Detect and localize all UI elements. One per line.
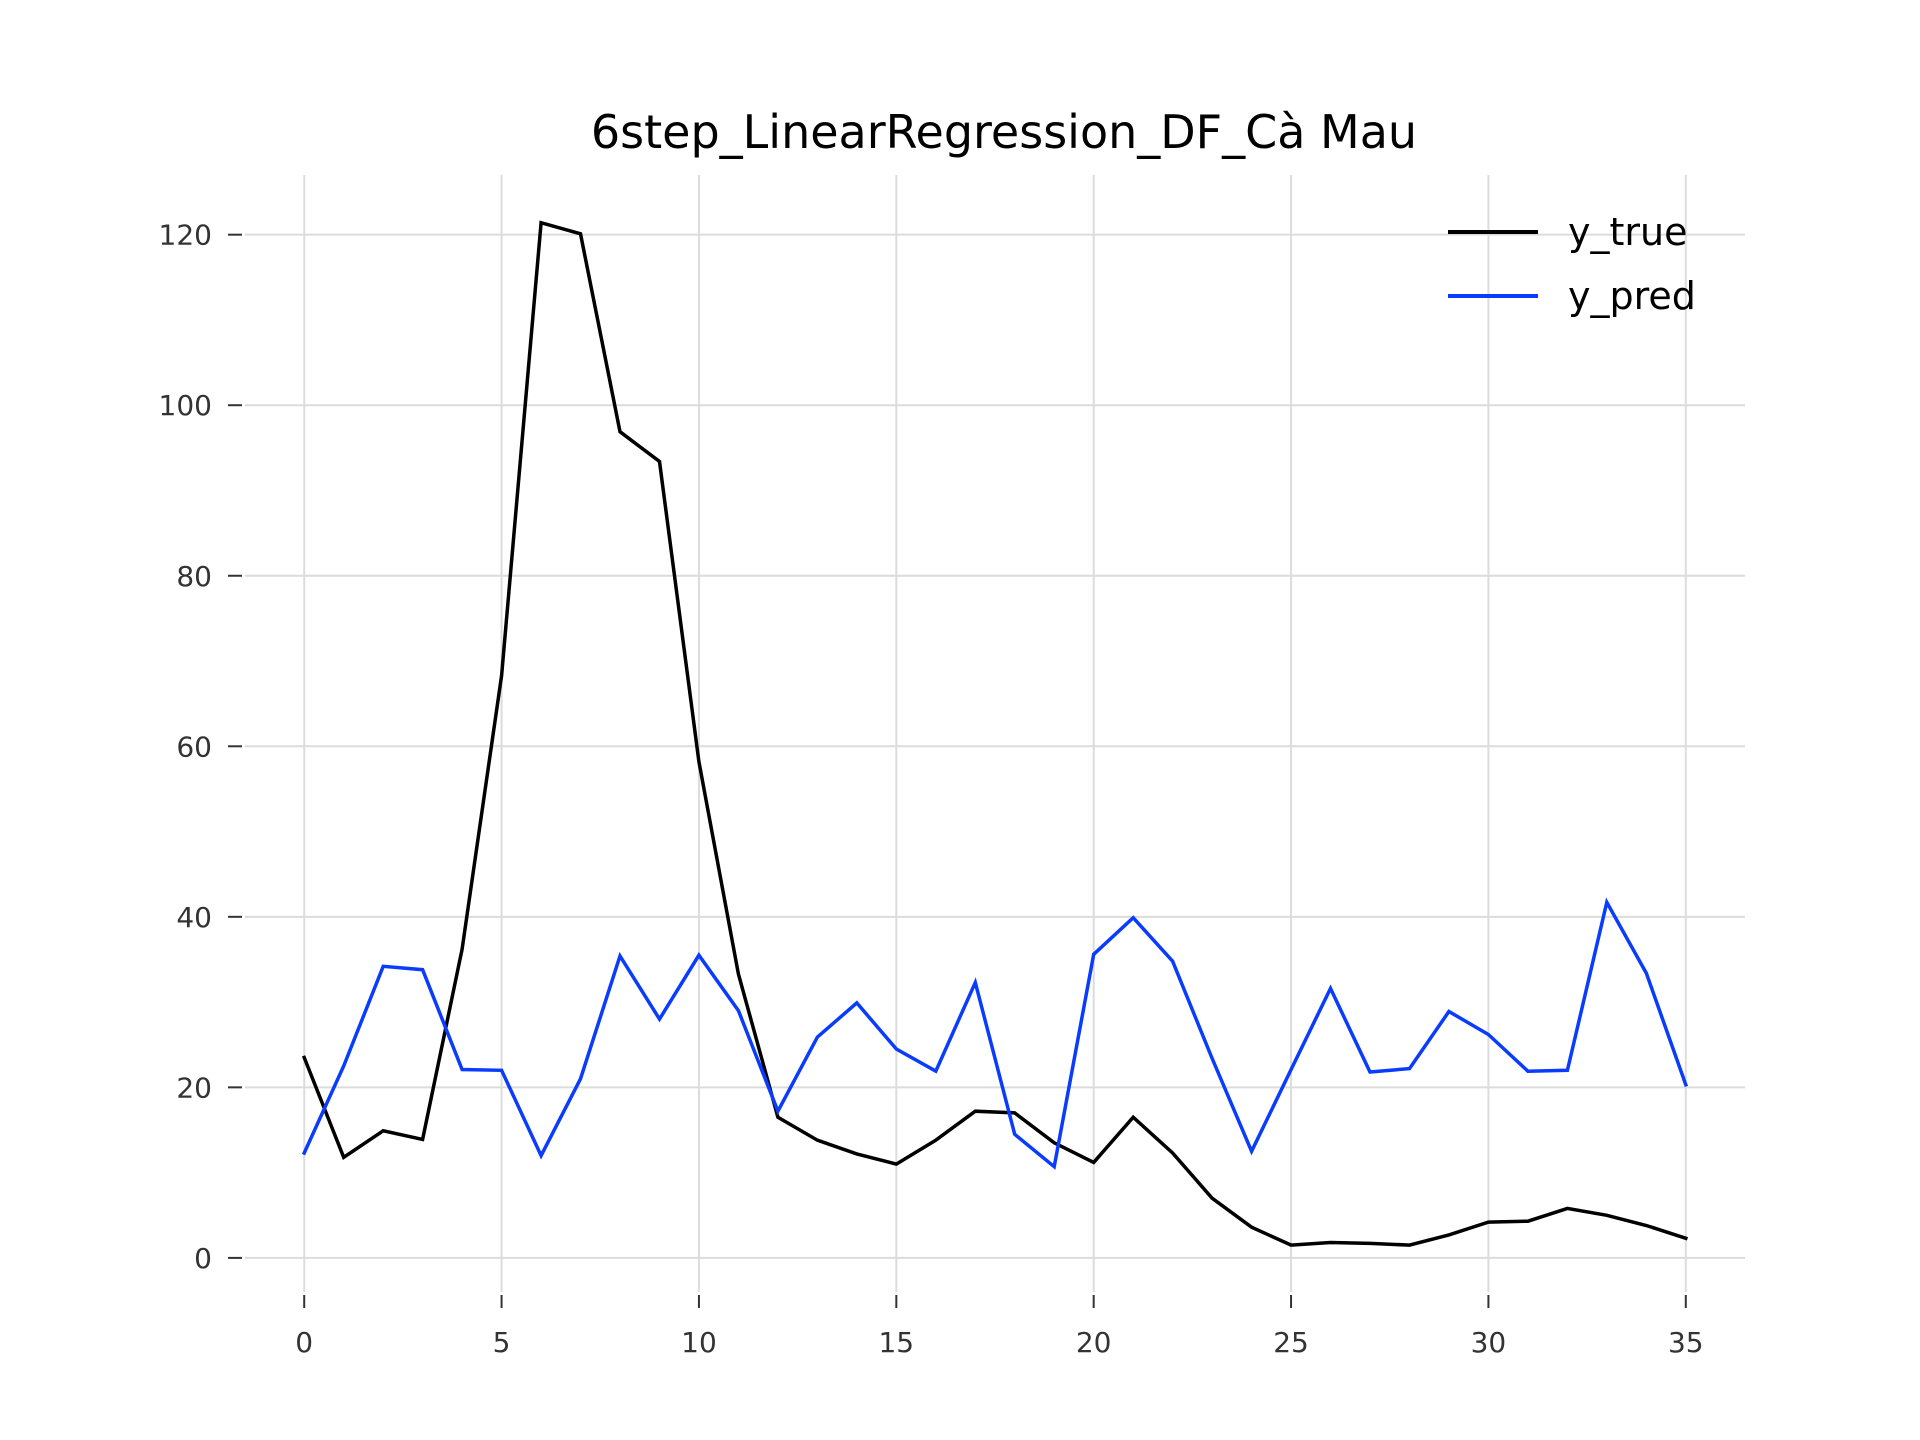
y-tick-label-2: 40: [176, 901, 212, 934]
legend: y_true y_pred: [1448, 210, 1696, 318]
y-tick-label-0: 0: [194, 1242, 212, 1275]
x-axis-ticks: 0 5 10 15 20 25 30 35: [295, 1295, 1704, 1359]
x-tick-label-3: 15: [878, 1326, 914, 1359]
series-line-y-pred: [301, 897, 1689, 1170]
x-tick-label-6: 30: [1471, 1326, 1507, 1359]
series-lines: [301, 220, 1689, 1247]
y-tick-label-5: 100: [159, 389, 212, 422]
x-tick-label-7: 35: [1668, 1326, 1704, 1359]
series-line-y-true: [301, 220, 1689, 1247]
chart-title: 6step_LinearRegression_DF_Cà Mau: [591, 105, 1417, 159]
x-tick-label-5: 25: [1273, 1326, 1309, 1359]
y-tick-label-4: 80: [176, 560, 212, 593]
x-tick-label-2: 10: [681, 1326, 717, 1359]
legend-label-y-pred: y_pred: [1568, 274, 1696, 318]
y-tick-label-1: 20: [176, 1071, 212, 1104]
y-tick-label-3: 60: [176, 730, 212, 763]
y-axis-ticks: 0 20 40 60 80 100 120: [159, 219, 242, 1275]
y-tick-label-6: 120: [159, 219, 212, 252]
x-tick-label-0: 0: [295, 1326, 313, 1359]
legend-label-y-true: y_true: [1568, 210, 1687, 254]
x-tick-label-1: 5: [493, 1326, 511, 1359]
x-tick-label-4: 20: [1076, 1326, 1112, 1359]
grid: [245, 175, 1745, 1292]
